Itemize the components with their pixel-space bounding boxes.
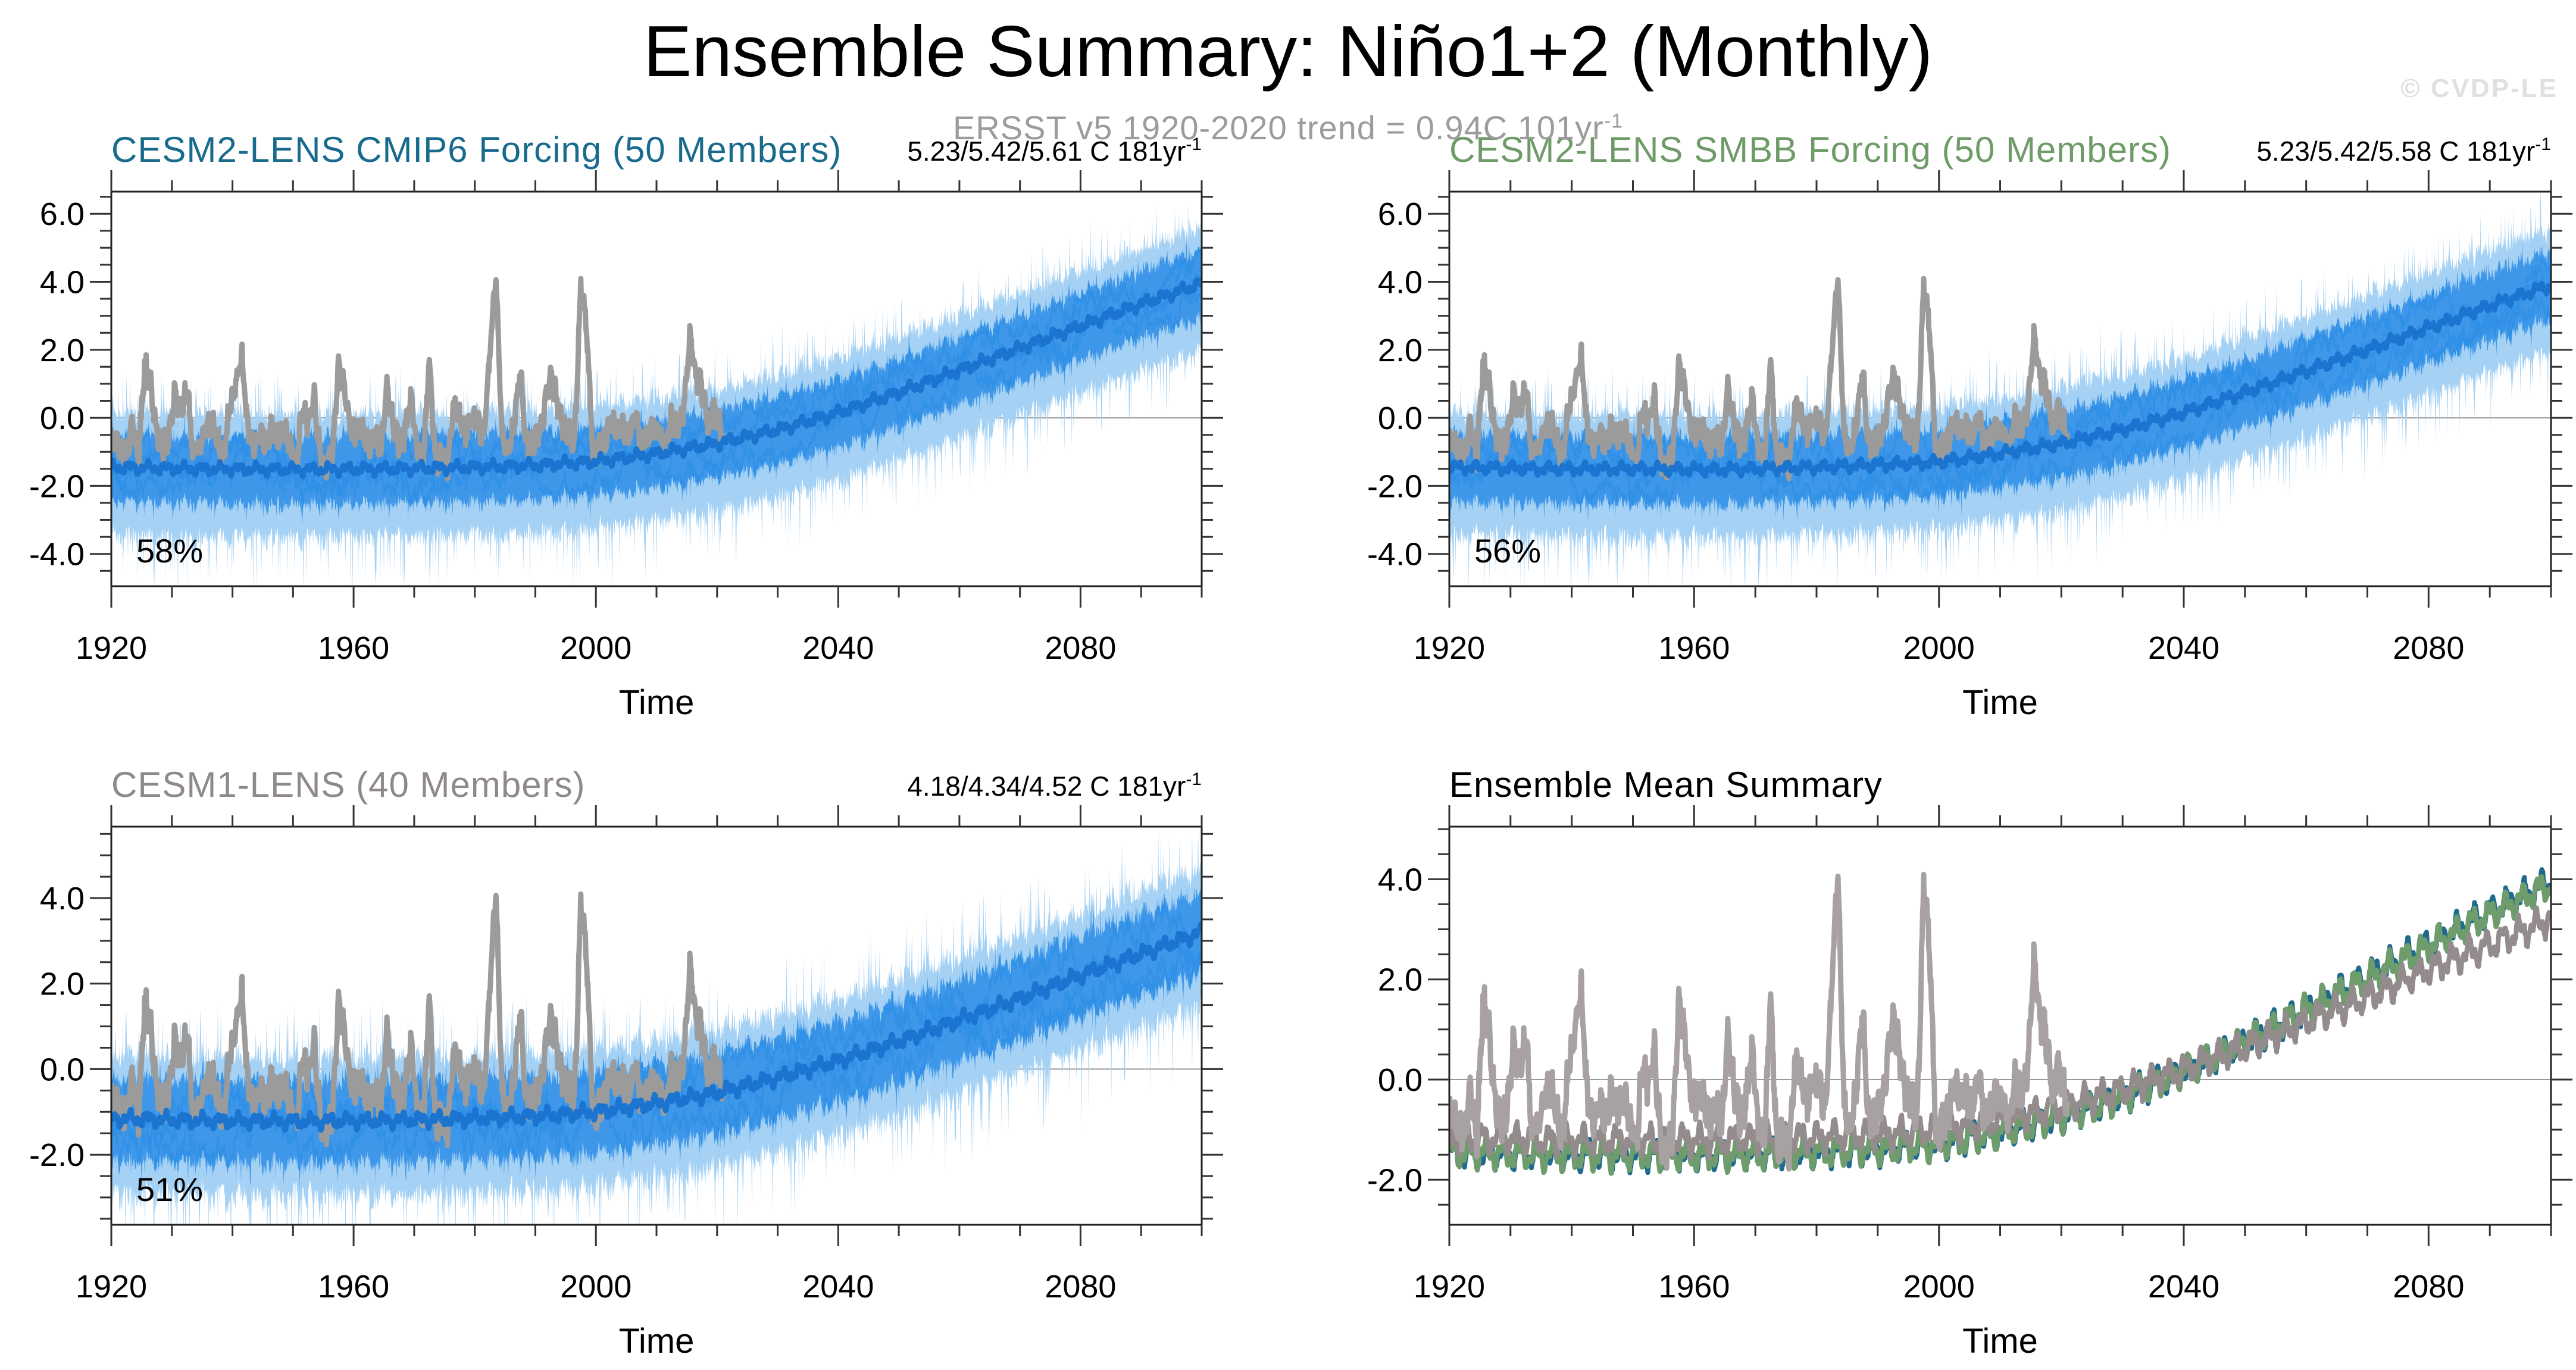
ensemble-outer-band [111, 202, 1202, 586]
panel-cesm1: 4.0 2.0 0.0 -2.0 1920 1960 2000 2040 2080 Time CES… [29, 765, 1223, 1360]
panel-summary: 4.0 2.0 0.0 -2.0 1920 1960 2000 2040 2080 Time Ens… [1367, 765, 2572, 1360]
mean-line-cesm1 [1449, 905, 2551, 1161]
x-axis-title: Time [619, 1322, 695, 1360]
y-tick-label: 2.0 [40, 966, 85, 1002]
y-tick-label: 0.0 [1378, 1062, 1423, 1098]
obs-trend-exponent: -1 [1603, 110, 1624, 133]
y-tick-label: 4.0 [40, 881, 85, 917]
x-tick-label: 2080 [2393, 630, 2464, 666]
x-tick-label: 1920 [1414, 630, 1485, 666]
ensemble-outer-band [1449, 192, 2551, 586]
x-tick-label: 1960 [318, 630, 389, 666]
y-tick-label: 0.0 [40, 1052, 85, 1087]
x-tick-label: 1920 [76, 1269, 147, 1305]
panel-title-cmip6: CESM2-LENS CMIP6 Forcing (50 Members) [111, 130, 842, 170]
x-axis-title: Time [619, 683, 695, 722]
y-tick-label: -2.0 [29, 1137, 85, 1173]
ensemble-mean-line [1449, 281, 2551, 479]
x-tick-label: 2000 [560, 630, 632, 666]
y-tick-label: 2.0 [40, 333, 85, 368]
mean-line-smbb [1449, 874, 2551, 1176]
panel-title-smbb: CESM2-LENS SMBB Forcing (50 Members) [1449, 130, 2171, 170]
y-tick-label: -2.0 [1367, 1162, 1423, 1198]
ensemble-inner-band [111, 241, 1202, 524]
x-tick-label: 2080 [2393, 1269, 2464, 1305]
y-tick-label: 6.0 [40, 196, 85, 232]
panel-title-cesm1: CESM1-LENS (40 Members) [111, 765, 586, 805]
x-tick-label: 1920 [1414, 1269, 1485, 1305]
obs-line [1449, 276, 2071, 481]
y-tick-label: 4.0 [40, 265, 85, 301]
y-tick-label: 2.0 [1378, 333, 1423, 368]
panel-title-summary: Ensemble Mean Summary [1449, 765, 1883, 805]
y-tick-label: -4.0 [29, 537, 85, 573]
x-tick-label: 1960 [318, 1269, 389, 1305]
trend-label-cmip6: 5.23/5.42/5.61 C 181yr-1 [907, 135, 1202, 167]
axis-ticks [1428, 805, 2572, 1246]
agreement-pct-smbb: 56% [1474, 532, 1541, 570]
y-tick-label: 0.0 [40, 401, 85, 436]
cvdp-watermark: © CVDP-LE [2400, 74, 2558, 103]
x-tick-label: 2000 [560, 1269, 632, 1305]
x-tick-label: 2080 [1045, 1269, 1116, 1305]
ensemble-mean-line [111, 921, 1202, 1133]
x-tick-label: 2000 [1903, 1269, 1975, 1305]
obs-line [1449, 871, 2071, 1172]
axis-ticks [90, 170, 1223, 608]
x-tick-label: 2040 [802, 630, 874, 666]
axis-ticks [1428, 170, 2572, 608]
axis-ticks [90, 805, 1223, 1246]
x-tick-label: 1960 [1658, 1269, 1730, 1305]
y-tick-label: -2.0 [1367, 468, 1423, 504]
ensemble-member-line [111, 934, 1202, 1170]
ensemble-inner-band [1449, 243, 2551, 523]
y-tick-label: -2.0 [29, 468, 85, 504]
y-tick-label: 2.0 [1378, 962, 1423, 998]
ensemble-outer-band [111, 828, 1202, 1225]
panel-smbb: 6.0 4.0 2.0 0.0 -2.0 -4.0 1920 1960 2000 2040 2080… [1367, 130, 2572, 722]
obs-line [111, 276, 726, 481]
trend-label-smbb: 5.23/5.42/5.58 C 181yr-1 [2256, 135, 2551, 167]
agreement-pct-cesm1: 51% [136, 1171, 203, 1208]
x-tick-label: 1920 [76, 630, 147, 666]
y-tick-label: -4.0 [1367, 537, 1423, 573]
x-axis-title: Time [1962, 1322, 2038, 1360]
x-tick-label: 2040 [802, 1269, 874, 1305]
x-tick-label: 1960 [1658, 630, 1730, 666]
x-tick-label: 2000 [1903, 630, 1975, 666]
x-tick-label: 2040 [2148, 1269, 2219, 1305]
ensemble-member-line [111, 282, 1202, 507]
x-axis-title: Time [1962, 683, 2038, 722]
agreement-pct-cmip6: 58% [136, 532, 203, 570]
trend-label-cesm1: 4.18/4.34/4.52 C 181yr-1 [907, 770, 1202, 802]
ensemble-mean-line [111, 277, 1202, 480]
x-tick-label: 2040 [2148, 630, 2219, 666]
ensemble-member-line [1449, 257, 2551, 503]
y-tick-label: 4.0 [1378, 862, 1423, 897]
y-tick-label: 6.0 [1378, 196, 1423, 232]
page-title: Ensemble Summary: Niño1+2 (Monthly) [643, 11, 1933, 92]
x-tick-label: 2080 [1045, 630, 1116, 666]
obs-trend-text: ERSST v5 1920-2020 trend = 0.94C 101yr [952, 109, 1604, 146]
obs-trend-subtitle: ERSST v5 1920-2020 trend = 0.94C 101yr-1 [0, 108, 2576, 147]
y-tick-label: 0.0 [1378, 401, 1423, 436]
y-tick-label: 4.0 [1378, 265, 1423, 301]
panel-cmip6: 6.0 4.0 2.0 0.0 -2.0 -4.0 1920 1960 2000 2040 2080… [29, 130, 1223, 722]
